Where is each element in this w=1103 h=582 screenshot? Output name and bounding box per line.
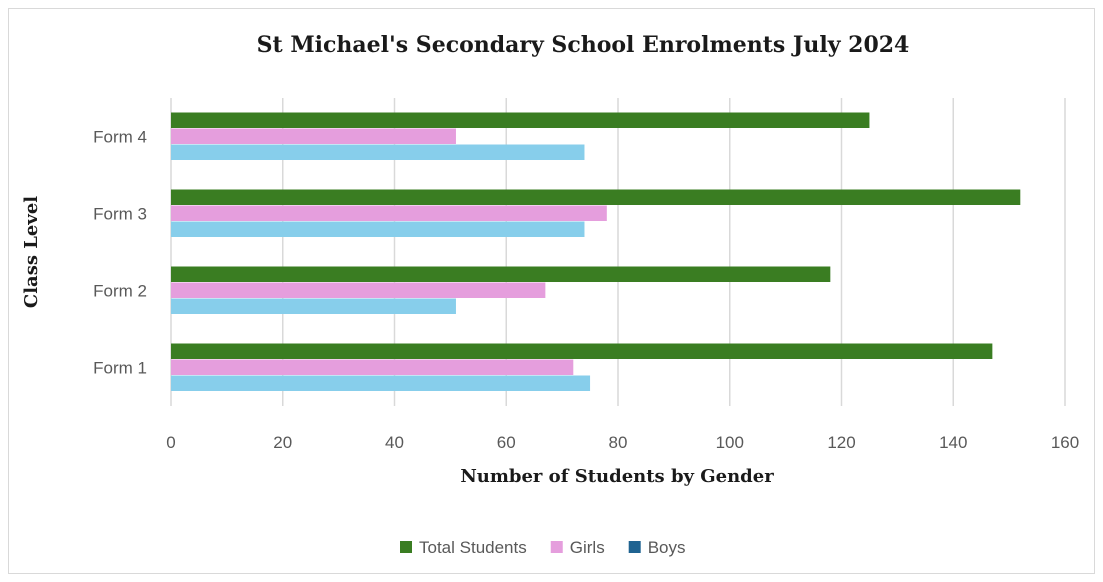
legend-swatch — [400, 541, 412, 553]
x-tick-label: 40 — [385, 433, 404, 452]
legend-label: Boys — [648, 538, 686, 557]
bar-boys — [171, 222, 584, 238]
x-tick-label: 20 — [273, 433, 292, 452]
x-tick-label: 80 — [609, 433, 628, 452]
bar-total-students — [171, 344, 992, 360]
x-tick-label: 120 — [827, 433, 855, 452]
legend: Total Students Girls Boys — [400, 538, 686, 557]
x-tick-label: 60 — [497, 433, 516, 452]
x-tick-labels: 0 20 40 60 80 100 120 140 160 — [166, 433, 1079, 452]
category-label: Form 3 — [93, 205, 147, 224]
bar-girls — [171, 283, 545, 299]
x-axis-title: Number of Students by Gender — [460, 466, 774, 487]
legend-swatch — [629, 541, 641, 553]
bar-boys — [171, 376, 590, 392]
x-tick-label: 140 — [939, 433, 967, 452]
category-label: Form 4 — [93, 128, 147, 147]
bar-total-students — [171, 267, 830, 283]
legend-label: Total Students — [419, 538, 527, 557]
bar-girls — [171, 360, 573, 376]
bar-boys — [171, 145, 584, 161]
chart-title: St Michael's Secondary School Enrolments… — [257, 32, 910, 58]
legend-label: Girls — [570, 538, 605, 557]
category-label: Form 2 — [93, 282, 147, 301]
category-label: Form 1 — [93, 359, 147, 378]
y-axis-title: Class Level — [21, 196, 42, 308]
bar-total-students — [171, 190, 1020, 206]
bar-girls — [171, 206, 607, 222]
x-tick-label: 100 — [716, 433, 744, 452]
bar-total-students — [171, 113, 869, 129]
bar-girls — [171, 129, 456, 145]
legend-swatch — [551, 541, 563, 553]
bars — [171, 113, 1020, 392]
x-tick-label: 160 — [1051, 433, 1079, 452]
bar-boys — [171, 299, 456, 315]
x-tick-label: 0 — [166, 433, 175, 452]
category-labels: Form 1 Form 2 Form 3 Form 4 — [93, 128, 147, 378]
